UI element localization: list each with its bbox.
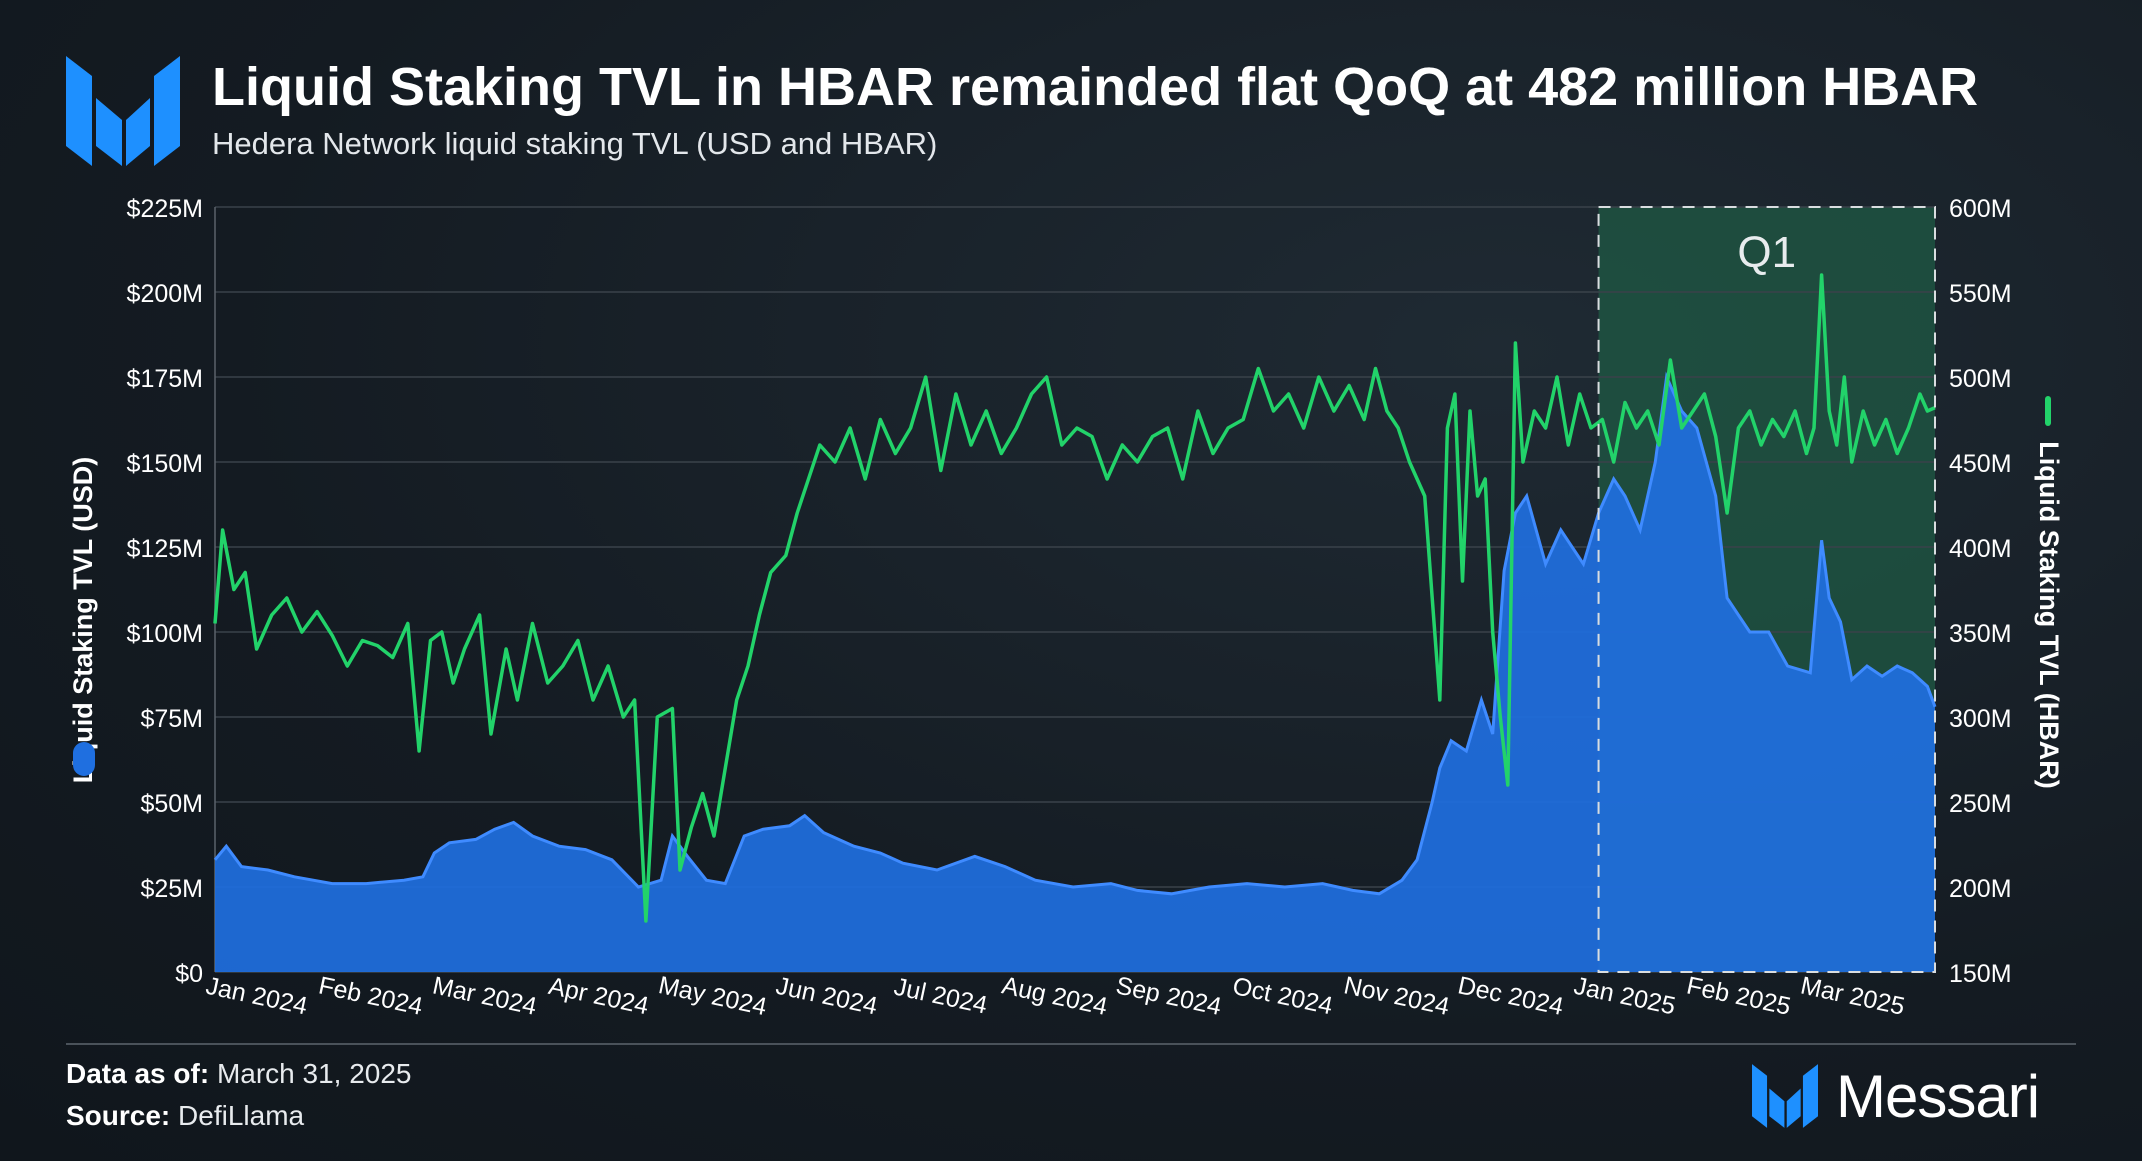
x-tick-label: Oct 2024 bbox=[1230, 972, 1335, 1021]
data-as-of-value: March 31, 2025 bbox=[216, 1058, 412, 1089]
left-tick-label: $175M bbox=[127, 365, 203, 393]
x-tick-label: Feb 2024 bbox=[316, 971, 425, 1020]
x-tick-label: Mar 2025 bbox=[1798, 972, 1907, 1021]
left-tick-label: $100M bbox=[127, 620, 203, 648]
q1-highlight-border bbox=[1597, 206, 1936, 973]
hbar-line-series bbox=[213, 273, 1936, 923]
right-tick-label: 200M bbox=[1949, 875, 2012, 903]
right-tick-label: 350M bbox=[1949, 620, 2012, 648]
usd-legend-swatch bbox=[73, 742, 95, 776]
usd-area-series bbox=[215, 377, 1935, 972]
messari-brand-icon bbox=[1752, 1064, 1818, 1128]
chart-subtitle: Hedera Network liquid staking TVL (USD a… bbox=[212, 126, 938, 161]
right-tick-label: 450M bbox=[1949, 450, 2012, 478]
q1-highlight-label: Q1 bbox=[1737, 228, 1796, 277]
brand: Messari bbox=[1752, 1062, 2040, 1130]
data-as-of: Data as of: March 31, 2025 bbox=[66, 1058, 412, 1090]
x-tick-label: Feb 2025 bbox=[1684, 971, 1793, 1020]
right-axis-title: Liquid Staking TVL (HBAR) bbox=[2034, 441, 2064, 788]
x-tick-label: Dec 2024 bbox=[1455, 971, 1566, 1021]
x-tick-label: Apr 2024 bbox=[546, 972, 651, 1021]
x-tick-label: Nov 2024 bbox=[1341, 971, 1452, 1021]
x-tick-label: Aug 2024 bbox=[999, 971, 1110, 1021]
x-tick-label: Sep 2024 bbox=[1113, 971, 1224, 1021]
right-tick-label: 550M bbox=[1949, 280, 2012, 308]
source-label: Source: bbox=[66, 1100, 171, 1131]
right-tick-label: 500M bbox=[1949, 365, 2012, 393]
left-tick-label: $50M bbox=[140, 790, 203, 818]
usd-area-edge bbox=[213, 371, 1937, 896]
x-tick-label: Jul 2024 bbox=[892, 973, 990, 1020]
hbar-legend-swatch bbox=[2045, 396, 2051, 426]
x-tick-label: Jan 2025 bbox=[1571, 972, 1677, 1021]
x-tick-label: May 2024 bbox=[656, 971, 769, 1021]
right-tick-label: 150M bbox=[1949, 960, 2012, 988]
source: Source: DefiLlama bbox=[66, 1100, 304, 1132]
left-tick-label: $225M bbox=[127, 195, 203, 223]
brand-name: Messari bbox=[1836, 1062, 2040, 1130]
right-tick-label: 250M bbox=[1949, 790, 2012, 818]
right-tick-label: 400M bbox=[1949, 535, 2012, 563]
right-tick-label: 300M bbox=[1949, 705, 2012, 733]
left-tick-label: $200M bbox=[127, 280, 203, 308]
right-tick-label: 600M bbox=[1949, 195, 2012, 223]
left-tick-label: $0 bbox=[175, 960, 203, 988]
x-tick-label: Jun 2024 bbox=[773, 972, 880, 1021]
footer-divider bbox=[66, 1043, 2076, 1045]
data-as-of-label: Data as of: bbox=[66, 1058, 210, 1089]
x-tick-label: Jan 2024 bbox=[203, 972, 310, 1021]
left-tick-label: $150M bbox=[127, 450, 203, 478]
left-tick-label: $125M bbox=[127, 535, 203, 563]
chart-title: Liquid Staking TVL in HBAR remainded fla… bbox=[212, 57, 1979, 117]
messari-logo-icon bbox=[66, 56, 180, 166]
x-tick-label: Mar 2024 bbox=[430, 972, 539, 1021]
left-tick-label: $75M bbox=[140, 705, 203, 733]
left-tick-label: $25M bbox=[140, 875, 203, 903]
source-value: DefiLlama bbox=[178, 1100, 305, 1131]
left-axis-title: Liquid Staking TVL (USD) bbox=[68, 457, 98, 784]
